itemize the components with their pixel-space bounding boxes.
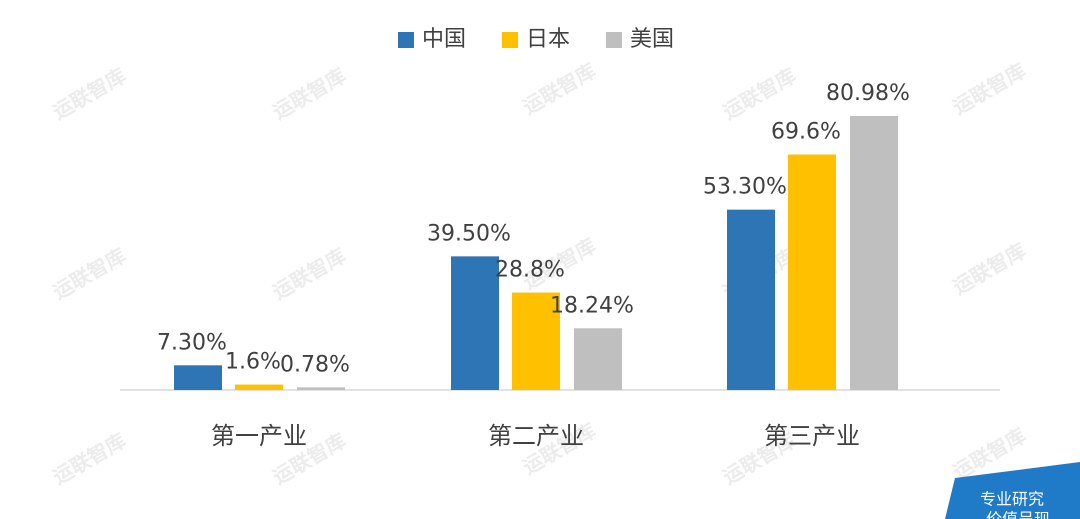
badge: [945, 462, 1080, 519]
value-label: 69.6%: [771, 120, 841, 145]
x-tick-label: 第一产业: [211, 422, 307, 450]
badge-text: 价值呈现: [986, 510, 1050, 519]
legend-swatch: [502, 32, 518, 48]
watermark: 运联智库: [949, 58, 1030, 119]
watermark: 运联智库: [49, 428, 130, 489]
legend-swatch: [606, 32, 622, 48]
value-label: 53.30%: [703, 175, 787, 200]
legend-swatch: [398, 32, 414, 48]
watermark: 运联智库: [949, 238, 1030, 299]
legend-label: 日本: [526, 27, 570, 52]
bar: [727, 209, 775, 390]
value-label: 28.8%: [495, 258, 565, 283]
bar: [574, 328, 622, 390]
watermark: 运联智库: [49, 243, 130, 304]
value-label: 80.98%: [826, 81, 910, 106]
x-tick-label: 第三产业: [764, 422, 860, 450]
bar: [451, 256, 499, 390]
watermark: 运联智库: [269, 63, 350, 124]
bar: [297, 387, 345, 390]
bar: [512, 292, 560, 390]
legend-label: 美国: [630, 27, 674, 52]
x-tick-label: 第二产业: [488, 422, 584, 450]
badge-text: 专业研究: [980, 490, 1044, 509]
value-label: 39.50%: [427, 221, 511, 246]
value-label: 0.78%: [280, 352, 350, 377]
watermark: 运联智库: [269, 243, 350, 304]
watermark: 运联智库: [519, 58, 600, 119]
value-label: 18.24%: [550, 293, 634, 318]
bar: [235, 384, 283, 390]
watermark: 运联智库: [49, 63, 130, 124]
bar: [850, 116, 898, 390]
value-label: 7.30%: [157, 330, 227, 355]
watermark: 运联智库: [719, 63, 800, 124]
legend-label: 中国: [422, 27, 466, 52]
value-label: 1.6%: [225, 350, 281, 375]
bar: [174, 365, 222, 390]
bar: [788, 154, 836, 390]
